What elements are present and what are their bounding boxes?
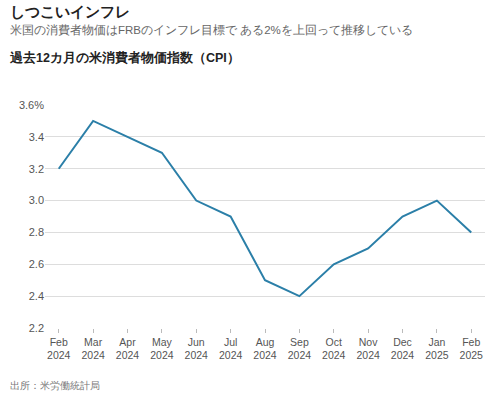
svg-text:2.6: 2.6: [29, 258, 44, 270]
svg-text:Jan2025: Jan2025: [425, 336, 449, 362]
svg-text:Apr2024: Apr2024: [116, 336, 140, 362]
svg-text:3.6%: 3.6%: [19, 99, 44, 111]
svg-text:Jun2024: Jun2024: [185, 336, 209, 362]
svg-text:Feb2025: Feb2025: [460, 336, 484, 362]
svg-text:3.2: 3.2: [29, 163, 44, 175]
svg-text:2.2: 2.2: [29, 322, 44, 334]
svg-text:米国の消費者物価はFRBのインフレ目標で ある2%を上回って: 米国の消費者物価はFRBのインフレ目標で ある2%を上回って推移している: [10, 24, 413, 37]
svg-text:しつこいインフレ: しつこいインフレ: [10, 3, 130, 20]
svg-text:Oct2024: Oct2024: [322, 336, 346, 362]
svg-text:Aug2024: Aug2024: [253, 336, 277, 362]
svg-text:出所：米労働統計局: 出所：米労働統計局: [10, 380, 100, 391]
svg-text:2.4: 2.4: [29, 290, 44, 302]
svg-text:過去12カ月の米消費者物価指数（CPI）: 過去12カ月の米消費者物価指数（CPI）: [10, 51, 240, 65]
svg-text:May2024: May2024: [150, 336, 174, 362]
svg-text:3.0: 3.0: [29, 194, 44, 206]
svg-text:Feb2024: Feb2024: [47, 336, 71, 362]
svg-text:Mar2024: Mar2024: [81, 336, 105, 362]
svg-text:Dec2024: Dec2024: [391, 336, 415, 362]
svg-text:3.4: 3.4: [29, 131, 44, 143]
svg-text:Nov2024: Nov2024: [356, 336, 380, 362]
svg-text:Sep2024: Sep2024: [288, 336, 312, 362]
svg-text:Jul2024: Jul2024: [219, 336, 243, 362]
svg-text:2.8: 2.8: [29, 226, 44, 238]
